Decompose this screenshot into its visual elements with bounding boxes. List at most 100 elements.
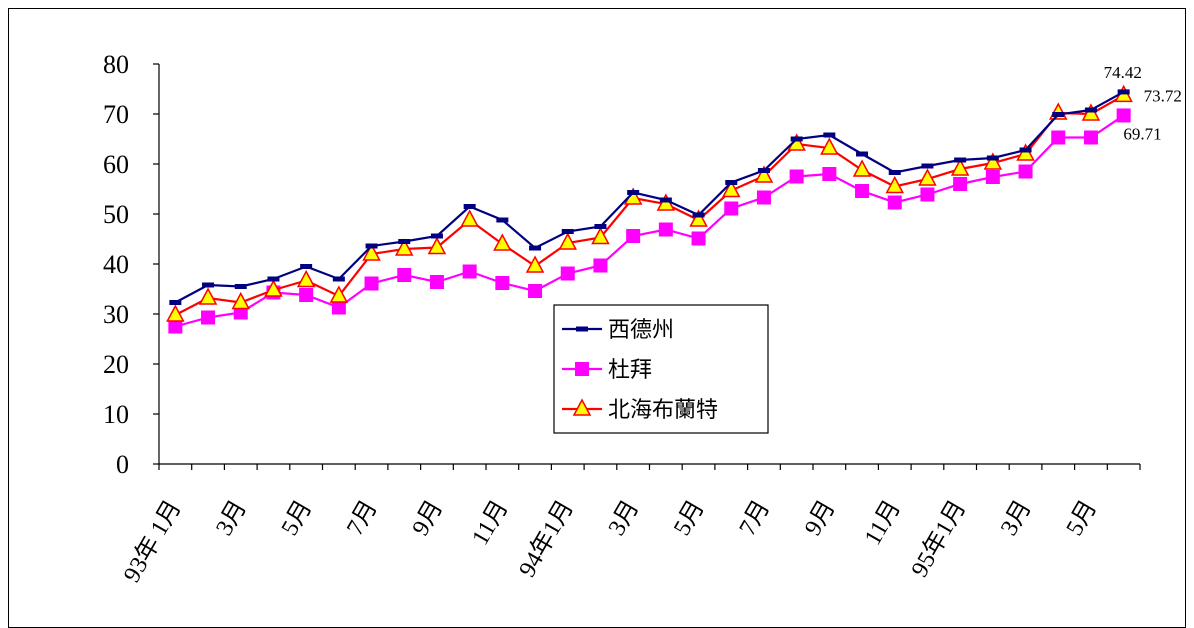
point-marker: [529, 245, 542, 251]
point-marker: [888, 170, 901, 175]
point-marker: [558, 232, 577, 250]
point-marker: [954, 157, 967, 163]
point-marker: [1052, 112, 1065, 117]
legend-label: 北海布蘭特: [608, 398, 718, 423]
x-tick-label: 94年1月: [514, 496, 579, 582]
point-marker: [887, 195, 902, 210]
point-marker: [525, 255, 545, 273]
point-marker: [689, 209, 708, 227]
y-tick-label: 80: [103, 50, 129, 79]
point-marker: [983, 152, 1003, 170]
point-marker: [198, 287, 218, 305]
point-marker: [918, 168, 937, 186]
point-marker: [231, 291, 250, 310]
x-tick-label: 11月: [860, 496, 906, 550]
point-marker: [575, 362, 589, 376]
point-marker: [852, 159, 872, 177]
x-tick-label: 3月: [604, 496, 645, 540]
point-marker: [427, 236, 447, 255]
point-marker: [1051, 130, 1066, 145]
point-marker: [169, 300, 182, 305]
point-marker: [856, 151, 869, 157]
point-marker: [365, 243, 378, 249]
point-marker: [692, 212, 705, 218]
point-marker: [234, 284, 247, 289]
data-label: 69.71: [1123, 124, 1161, 143]
point-marker: [950, 158, 970, 176]
point-marker: [201, 310, 216, 325]
point-marker: [1117, 89, 1130, 95]
point-marker: [576, 326, 588, 332]
legend-entry: 北海布蘭特: [562, 398, 718, 423]
point-marker: [658, 222, 673, 237]
point-marker: [1018, 164, 1033, 179]
point-marker: [691, 231, 706, 246]
point-marker: [267, 276, 280, 282]
series-line: [175, 114, 1125, 328]
point-marker: [299, 288, 314, 302]
point-marker: [921, 163, 934, 169]
series-line: [174, 94, 1125, 316]
legend-label: 杜拜: [608, 358, 652, 383]
point-marker: [920, 187, 935, 202]
point-marker: [1084, 107, 1097, 113]
point-marker: [1083, 130, 1098, 145]
x-tick-label: 9月: [408, 496, 449, 540]
point-marker: [362, 243, 381, 261]
point-marker: [429, 275, 444, 289]
point-marker: [591, 226, 610, 245]
point-marker: [398, 239, 411, 244]
y-tick-label: 30: [103, 300, 129, 329]
point-marker: [953, 177, 968, 191]
x-tick-label: 3月: [996, 496, 1037, 540]
point-marker: [985, 170, 1000, 184]
point-marker: [627, 190, 640, 195]
point-marker: [430, 233, 443, 239]
point-marker: [722, 179, 741, 198]
x-tick-label: 3月: [211, 496, 252, 540]
point-marker: [594, 224, 607, 229]
point-marker: [460, 209, 479, 227]
legend-label: 西德州: [608, 318, 674, 343]
point-marker: [855, 184, 870, 198]
x-tick-label: 5月: [1062, 496, 1103, 540]
point-marker: [572, 398, 592, 416]
point-marker: [329, 285, 349, 303]
x-tick-label: 93年 1月: [118, 496, 186, 587]
point-marker: [264, 279, 283, 297]
series-1: [168, 108, 1131, 334]
point-marker: [296, 269, 316, 288]
legend-entry: 西德州: [562, 318, 674, 343]
point-marker: [754, 165, 774, 183]
point-marker: [820, 137, 839, 155]
point-marker: [724, 201, 739, 216]
series-0: [169, 89, 1130, 305]
x-axis-ticks: 93年 1月 3月 5月 7月 9月 11月 94年1月 3月 5月 7月 9月 11月 95年1月 3月…: [118, 464, 1141, 587]
point-marker: [789, 169, 804, 184]
y-tick-label: 40: [103, 250, 129, 279]
point-marker: [823, 132, 836, 138]
y-axis-ticks: 0 10 20 30 40 50 60 70 80: [103, 50, 159, 479]
point-marker: [986, 155, 999, 161]
point-marker: [202, 282, 215, 288]
point-marker: [495, 276, 510, 290]
point-marker: [166, 304, 185, 322]
y-tick-label: 0: [116, 450, 129, 479]
point-marker: [331, 300, 346, 315]
point-marker: [168, 319, 183, 334]
point-marker: [659, 197, 672, 203]
point-marker: [332, 276, 345, 282]
point-marker: [300, 264, 313, 269]
point-marker: [560, 266, 575, 281]
point-marker: [790, 136, 803, 142]
series-layer: [166, 84, 1133, 334]
y-tick-label: 60: [103, 150, 129, 179]
point-marker: [561, 229, 574, 234]
chart-frame: 0 10 20 30 40 50 60 70 80 93年 1月 3月 5月 7月 9月 11月 94年1月…: [8, 8, 1186, 628]
x-tick-label: 5月: [277, 496, 318, 540]
point-marker: [593, 258, 608, 273]
series-2: [166, 84, 1133, 322]
point-marker: [493, 233, 512, 251]
